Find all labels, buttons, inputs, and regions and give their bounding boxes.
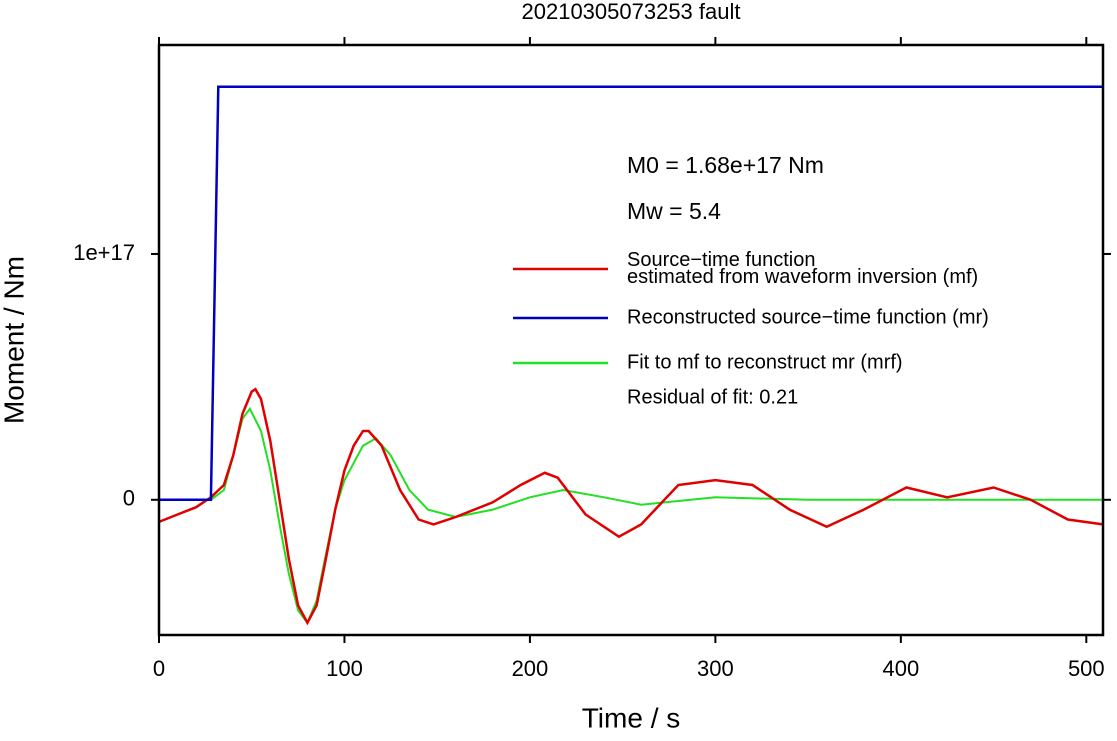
chart-title: 20210305073253 fault (522, 0, 741, 24)
x-tick-label: 100 (326, 656, 363, 681)
y-axis-label: Moment / Nm (0, 256, 29, 424)
x-tick-label: 0 (153, 656, 165, 681)
x-tick-label: 500 (1068, 656, 1105, 681)
legend-label: Reconstructed source−time function (mr) (627, 306, 989, 328)
annotation: M0 = 1.68e+17 Nm (627, 152, 824, 178)
x-tick-label: 200 (512, 656, 549, 681)
x-axis-label: Time / s (582, 702, 681, 733)
x-tick-label: 400 (882, 656, 919, 681)
plot-frame (157, 43, 1105, 637)
series-line (210, 406, 1103, 625)
series-line (158, 387, 1104, 626)
annotation: Residual of fit: 0.21 (627, 386, 798, 408)
legend-label: Fit to mf to reconstruct mr (mrf) (627, 351, 903, 373)
x-tick-label: 300 (697, 656, 734, 681)
y-tick-label: 0 (123, 486, 135, 511)
annotation: Mw = 5.4 (627, 198, 721, 224)
y-tick-label: 1e+17 (73, 240, 135, 265)
legend-label: Source−time function estimated from wavef… (627, 249, 978, 288)
series-line (159, 85, 1103, 502)
